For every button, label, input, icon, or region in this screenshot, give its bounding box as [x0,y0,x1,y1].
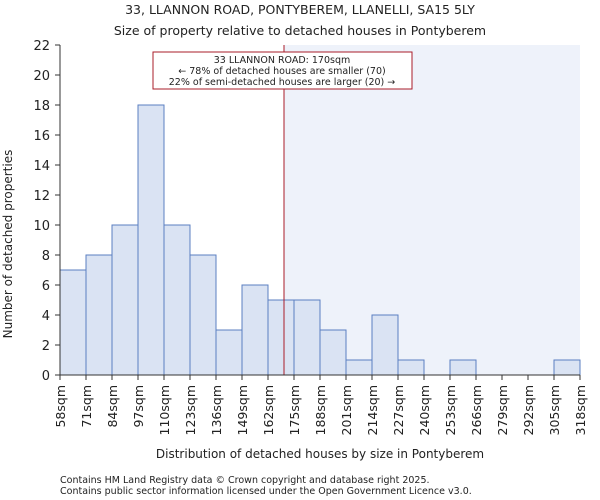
y-tick-label: 2 [42,339,50,354]
bar-305sqm [553,359,581,376]
annotation-line2: ← 78% of detached houses are smaller (70… [178,66,385,77]
y-axis-ticks: 0 2 4 6 8 10 12 14 16 18 20 22 [33,39,60,384]
x-tick-label: 214sqm [365,385,380,435]
x-tick-label: 240sqm [417,385,432,435]
y-tick-label: 14 [33,159,50,174]
footer-line2: Contains public sector information licen… [60,486,472,497]
bar-162sqm [267,299,295,376]
x-tick-label: 292sqm [521,385,536,435]
y-tick-label: 10 [33,219,50,234]
y-tick-label: 4 [42,309,50,324]
annotation-line1: 33 LLANNON ROAD: 170sqm [214,55,351,66]
x-tick-label: 318sqm [573,385,588,435]
x-tick-label: 253sqm [443,385,458,435]
x-axis-ticks: 58sqm 71sqm 84sqm 97sqm 110sqm 123sqm 136sqm 14… [53,375,588,435]
x-tick-label: 71sqm [79,385,94,428]
y-tick-label: 18 [33,99,50,114]
bar-188sqm [319,329,347,376]
x-tick-label: 136sqm [209,385,224,435]
bar-253sqm [449,359,477,376]
bar-84sqm [111,224,139,376]
x-tick-label: 188sqm [313,385,328,435]
bar-227sqm [397,359,425,376]
bar-71sqm [85,254,113,376]
x-tick-label: 162sqm [261,385,276,435]
annotation-line3: 22% of semi-detached houses are larger (… [169,77,396,88]
x-tick-label: 58sqm [53,385,68,428]
x-tick-label: 305sqm [547,385,562,435]
bar-123sqm [189,254,217,376]
y-tick-label: 6 [42,279,50,294]
bar-201sqm [345,359,373,376]
x-tick-label: 201sqm [339,385,354,435]
footer-line1: Contains HM Land Registry data © Crown c… [60,475,430,486]
x-tick-label: 149sqm [235,385,250,435]
x-tick-label: 123sqm [183,385,198,435]
bar-110sqm [163,224,191,376]
x-tick-label: 279sqm [495,385,510,435]
bar-149sqm [241,284,269,376]
y-tick-label: 16 [33,129,50,144]
highlight-region [284,45,580,375]
annotation-box: 33 LLANNON ROAD: 170sqm ← 78% of detache… [152,51,413,90]
bar-214sqm [371,314,399,376]
x-tick-label: 110sqm [157,385,172,435]
y-tick-label: 12 [33,189,50,204]
bar-136sqm [215,329,243,376]
bar-97sqm [137,104,165,376]
y-tick-label: 8 [42,249,50,264]
x-tick-label: 84sqm [105,385,120,428]
x-tick-label: 266sqm [469,385,484,435]
chart-title-line2: Size of property relative to detached ho… [114,23,486,38]
x-tick-label: 97sqm [131,385,146,428]
y-tick-label: 0 [42,369,50,384]
x-tick-label: 227sqm [391,385,406,435]
y-tick-label: 22 [33,39,50,54]
chart-title-line1: 33, LLANNON ROAD, PONTYBEREM, LLANELLI, … [125,2,475,17]
x-tick-label: 175sqm [287,385,302,435]
bar-58sqm [59,269,87,376]
bar-175sqm [293,299,321,376]
y-axis-label: Number of detached properties [1,150,15,339]
x-axis-label: Distribution of detached houses by size … [156,447,484,461]
y-tick-label: 20 [33,69,50,84]
bars [59,104,581,376]
